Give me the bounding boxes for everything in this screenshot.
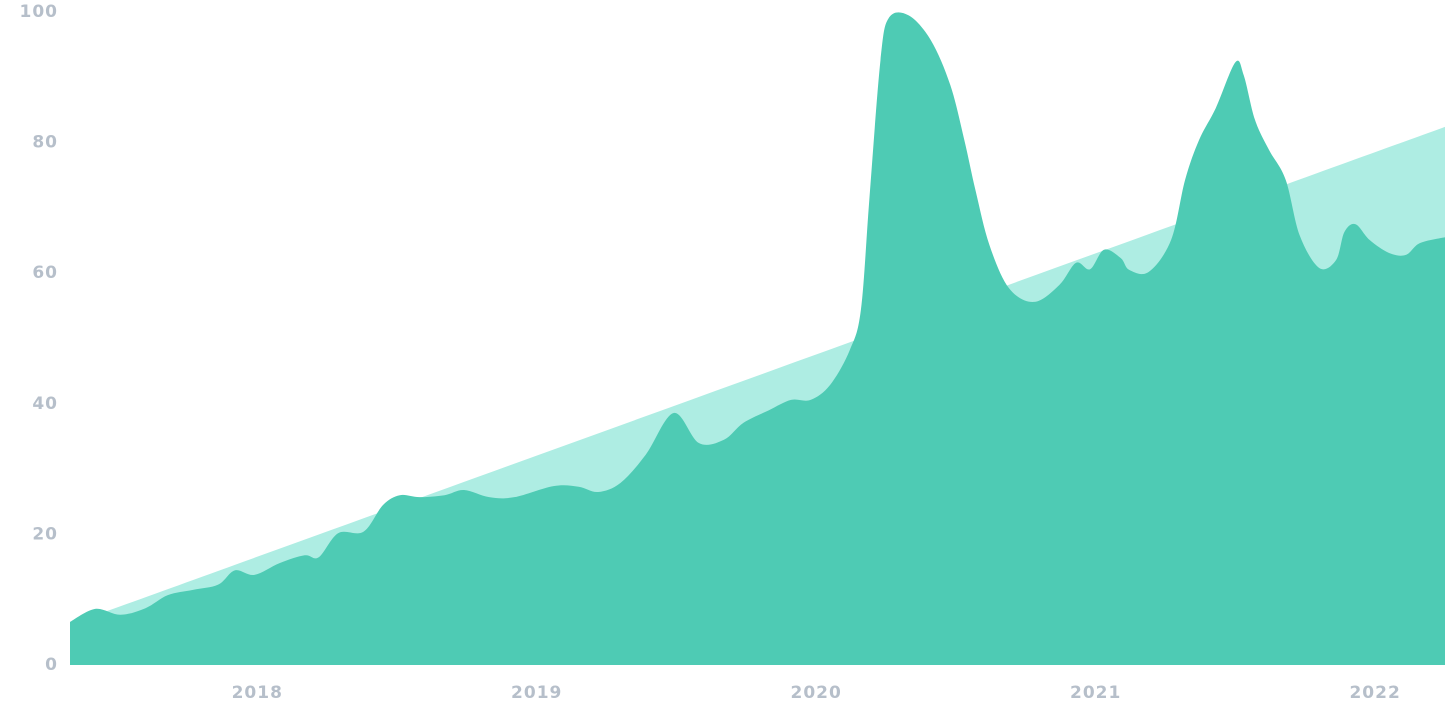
y-tick-label: 20 — [32, 524, 58, 544]
y-tick-label: 60 — [32, 263, 58, 283]
x-tick-label: 2020 — [791, 683, 842, 703]
y-tick-label: 100 — [20, 2, 59, 22]
x-tick-label: 2022 — [1349, 683, 1400, 703]
x-tick-label: 2018 — [232, 683, 283, 703]
area — [70, 12, 1445, 666]
x-tick-label: 2021 — [1070, 683, 1121, 703]
y-tick-label: 80 — [32, 133, 58, 153]
y-tick-label: 40 — [32, 394, 58, 414]
y-tick-label: 0 — [45, 655, 58, 675]
x-tick-label: 2019 — [511, 683, 562, 703]
